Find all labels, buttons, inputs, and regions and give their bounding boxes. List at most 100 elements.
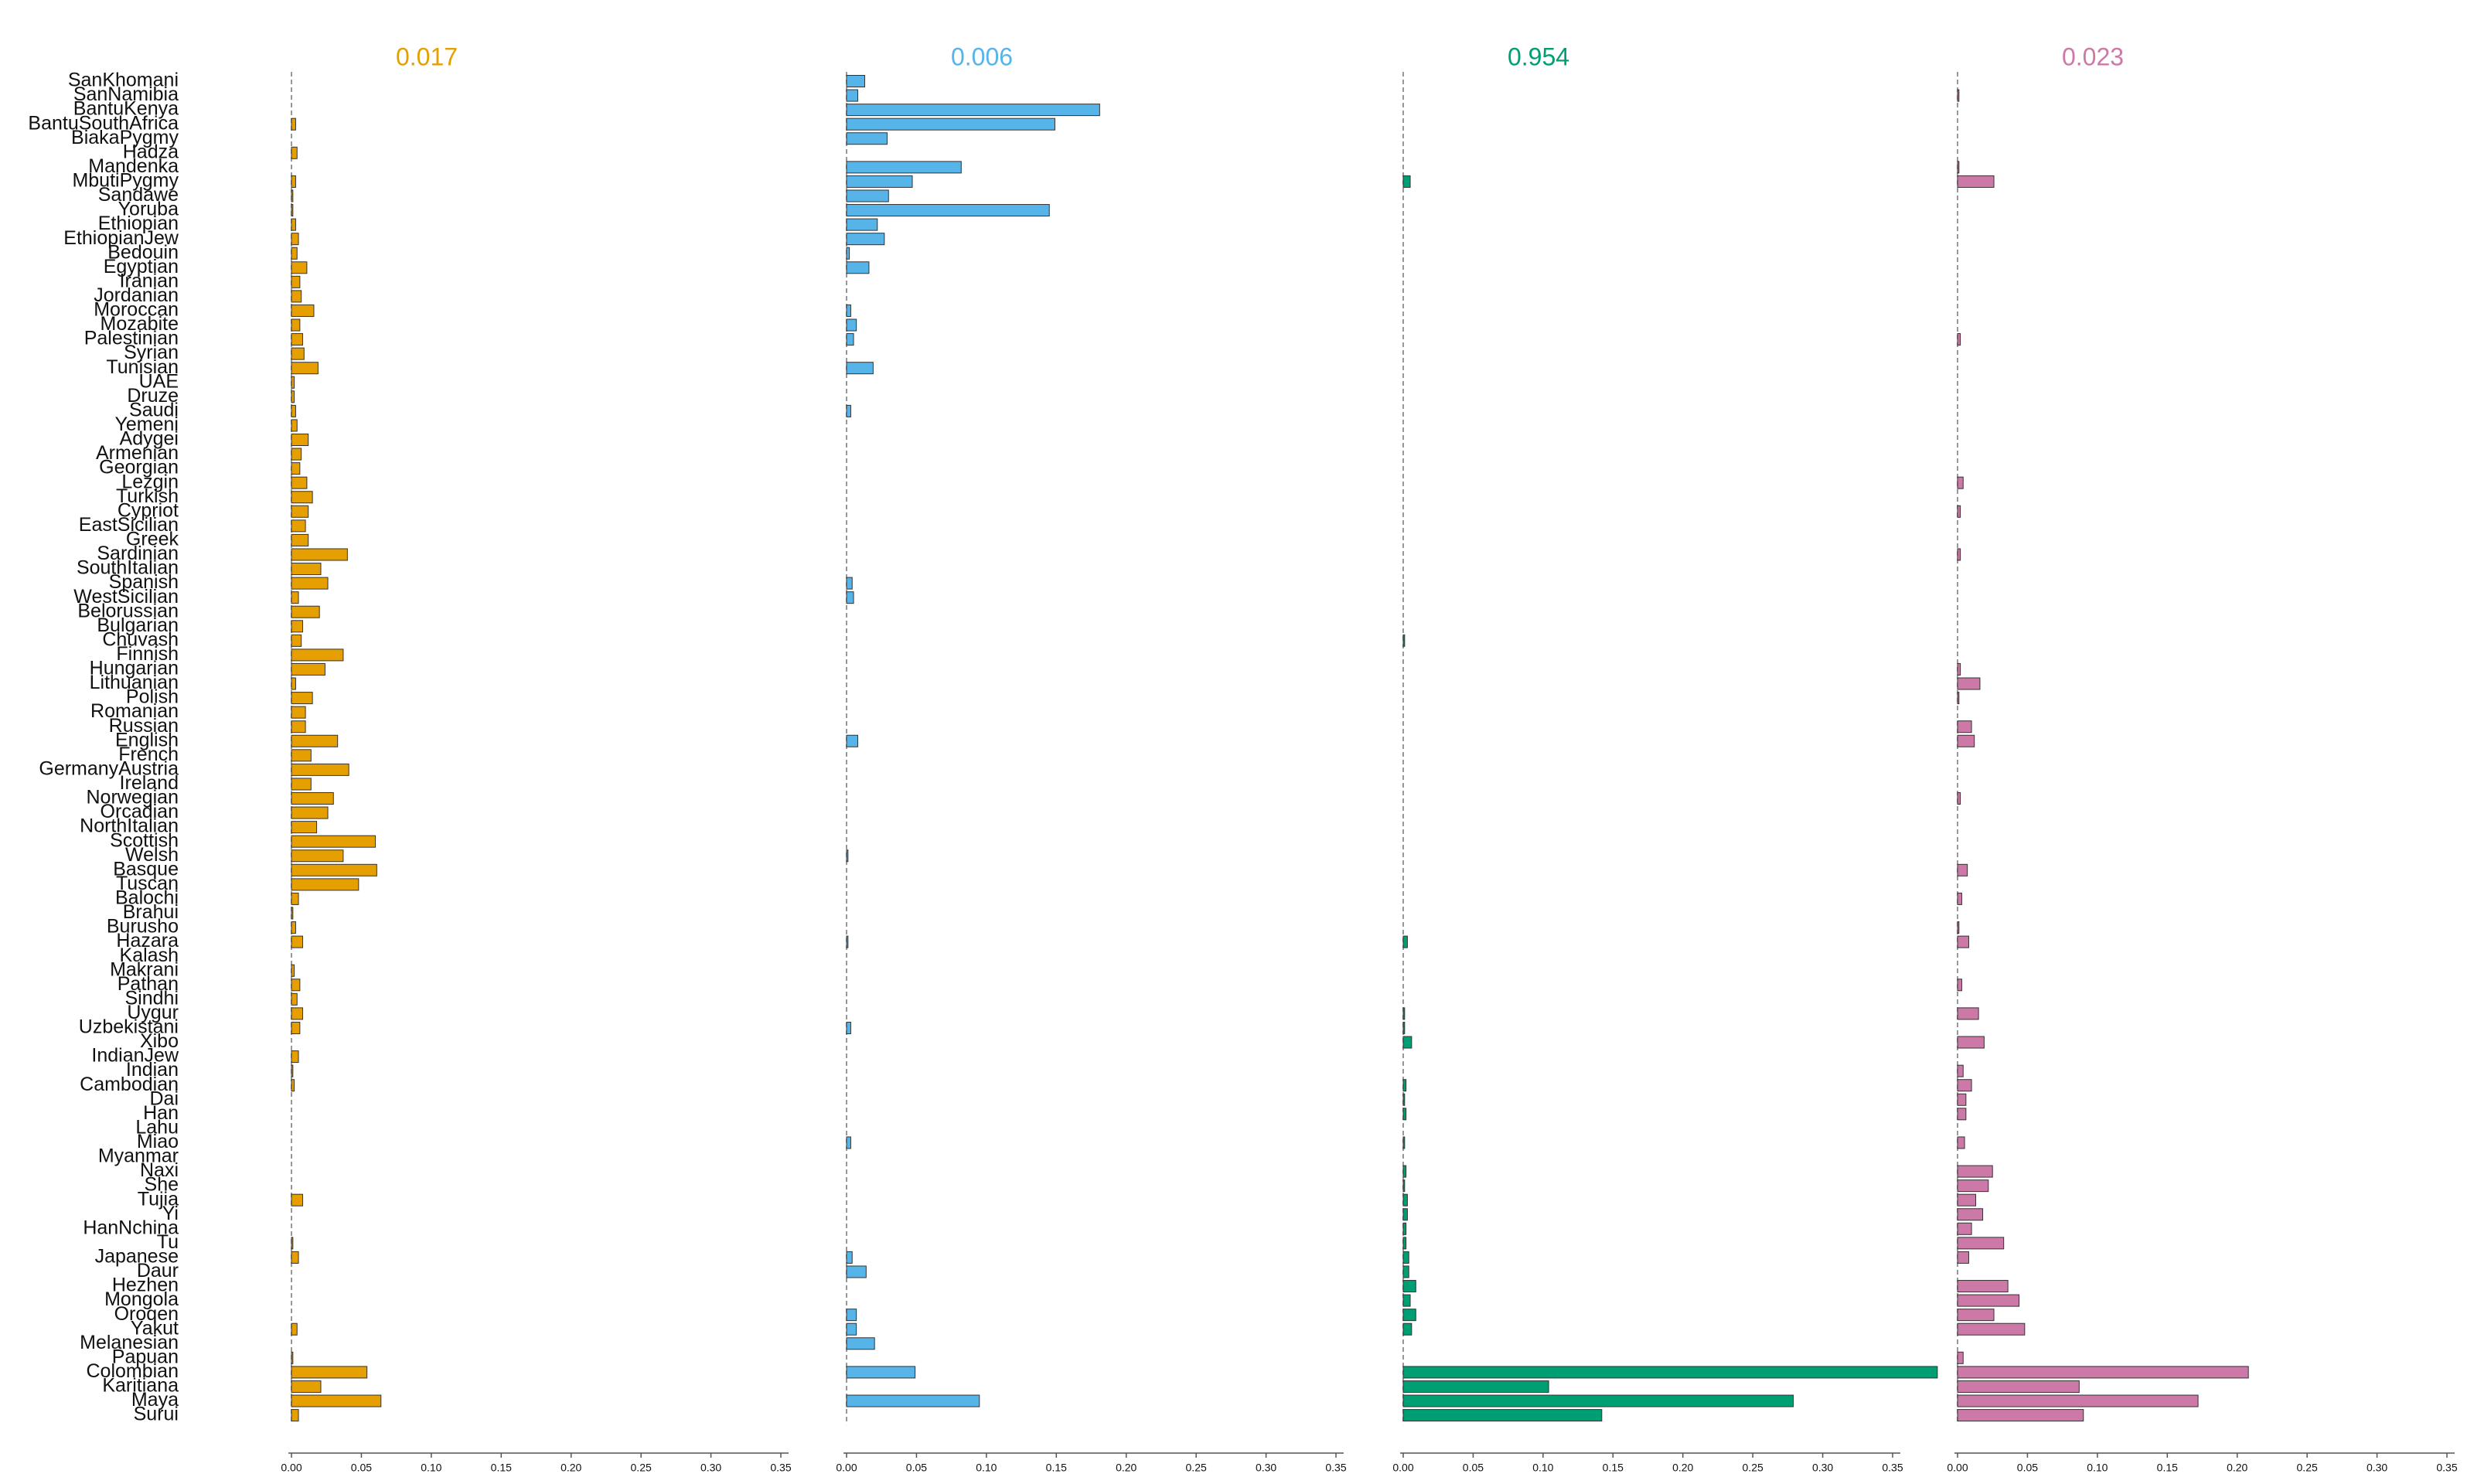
bar bbox=[1957, 1079, 1972, 1092]
category-label: Yi bbox=[162, 1203, 179, 1224]
x-tick-label: 0.00 bbox=[1947, 1462, 1968, 1474]
x-tick-label: 0.15 bbox=[1046, 1462, 1067, 1474]
bar bbox=[291, 519, 306, 533]
category-label: She bbox=[145, 1174, 179, 1196]
bar bbox=[291, 390, 295, 403]
bar bbox=[846, 577, 853, 590]
bar bbox=[291, 964, 295, 977]
bar bbox=[291, 778, 312, 791]
bar bbox=[291, 1007, 303, 1020]
category-label: Mozabite bbox=[101, 313, 179, 335]
bar bbox=[1402, 1251, 1409, 1264]
bar bbox=[1957, 1136, 1965, 1149]
category-label: Basque bbox=[113, 858, 179, 880]
bar bbox=[1957, 1280, 2009, 1293]
bar bbox=[1957, 161, 1960, 174]
bar bbox=[1402, 1036, 1412, 1049]
panel-title: 0.017 bbox=[396, 43, 458, 70]
bar bbox=[1957, 1380, 2080, 1393]
category-label: Melanesian bbox=[80, 1332, 179, 1353]
category-label: Spanish bbox=[109, 571, 179, 593]
bar bbox=[846, 318, 857, 332]
category-label: Hadza bbox=[123, 141, 179, 162]
bar bbox=[846, 1337, 875, 1350]
category-label: EastSicilian bbox=[79, 514, 179, 536]
bar bbox=[1402, 1265, 1409, 1278]
bar bbox=[1957, 692, 1960, 705]
category-label: Egyptian bbox=[104, 256, 179, 277]
category-label: Armenian bbox=[96, 442, 179, 464]
x-tick-label: 0.25 bbox=[2297, 1462, 2318, 1474]
bar bbox=[291, 189, 294, 203]
bar bbox=[291, 706, 306, 719]
category-label: Finnish bbox=[116, 643, 179, 665]
category-label: Romanian bbox=[90, 700, 179, 722]
category-label: Yoruba bbox=[118, 199, 179, 220]
bar bbox=[291, 662, 325, 676]
category-label: EthiopianJew bbox=[63, 227, 179, 249]
category-label: Han bbox=[143, 1102, 179, 1124]
bar bbox=[291, 605, 320, 618]
bar bbox=[1957, 720, 1972, 733]
bar bbox=[291, 692, 313, 705]
bar bbox=[1402, 1380, 1549, 1393]
bar bbox=[1402, 1136, 1406, 1149]
bar bbox=[1957, 734, 1975, 747]
bar bbox=[1402, 1208, 1408, 1221]
category-label: Hazara bbox=[116, 930, 179, 951]
bar bbox=[291, 763, 349, 776]
bar bbox=[291, 376, 295, 389]
x-tick-label: 0.20 bbox=[1116, 1462, 1136, 1474]
bar bbox=[291, 563, 322, 576]
bar bbox=[291, 648, 344, 662]
category-label: IndianJew bbox=[91, 1045, 179, 1067]
bar bbox=[291, 1021, 301, 1034]
bar bbox=[1402, 935, 1408, 948]
bar bbox=[291, 175, 296, 188]
x-tick-label: 0.10 bbox=[976, 1462, 997, 1474]
bar bbox=[291, 290, 302, 303]
bar bbox=[291, 577, 329, 590]
bar bbox=[291, 204, 294, 217]
panel-title: 0.954 bbox=[1508, 43, 1569, 70]
bar bbox=[1957, 662, 1961, 676]
category-label: Makrani bbox=[110, 958, 179, 980]
bar bbox=[1402, 1165, 1407, 1178]
category-label: Lahu bbox=[135, 1116, 179, 1138]
bar bbox=[1957, 1237, 2005, 1250]
bar bbox=[1957, 1222, 1972, 1235]
bar bbox=[291, 1251, 299, 1264]
bar bbox=[291, 878, 360, 891]
bar bbox=[1957, 1309, 1995, 1322]
category-label: Ethiopian bbox=[98, 213, 179, 234]
bar bbox=[291, 233, 299, 246]
category-label: Ireland bbox=[120, 772, 179, 794]
category-label: Daur bbox=[137, 1260, 179, 1281]
category-label: Georgian bbox=[99, 457, 179, 478]
x-tick-label: 0.05 bbox=[906, 1462, 927, 1474]
bar bbox=[1402, 1237, 1407, 1250]
bar bbox=[291, 1193, 303, 1207]
category-label: Chuvash bbox=[102, 628, 179, 650]
x-tick-label: 0.35 bbox=[770, 1462, 791, 1474]
category-label: Cypriot bbox=[118, 499, 179, 521]
category-label: Brahui bbox=[123, 901, 179, 923]
bar bbox=[1957, 979, 1962, 992]
category-label: HanNchina bbox=[83, 1217, 179, 1238]
bar bbox=[846, 189, 889, 203]
bar bbox=[1957, 677, 1981, 690]
category-label: Orcadian bbox=[101, 801, 179, 822]
bar bbox=[291, 318, 301, 332]
category-label: Sardinian bbox=[97, 543, 179, 564]
bar bbox=[291, 921, 296, 934]
category-label: Adygei bbox=[120, 428, 179, 450]
bar bbox=[846, 734, 858, 747]
bar bbox=[846, 362, 874, 375]
bar bbox=[846, 1394, 980, 1407]
bar bbox=[846, 1309, 857, 1322]
category-label: Oroqen bbox=[114, 1303, 179, 1325]
bar bbox=[846, 1136, 851, 1149]
category-label: Colombian bbox=[86, 1360, 179, 1382]
category-label: Syrian bbox=[124, 342, 179, 363]
bar bbox=[846, 75, 866, 87]
